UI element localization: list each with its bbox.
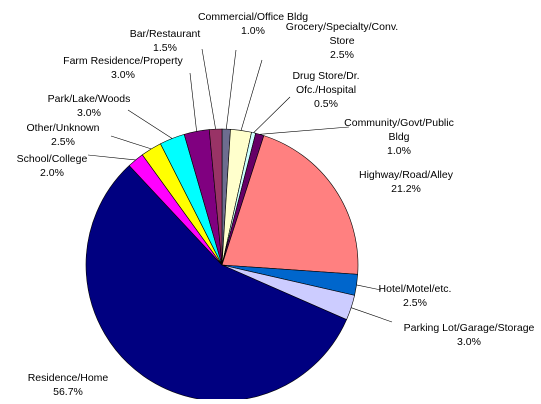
slice-label-line: Park/Lake/Woods	[48, 93, 131, 105]
slice-label: Hotel/Motel/etc. 2.5%	[379, 283, 452, 309]
slice-label-line: 0.5%	[314, 98, 338, 110]
slice-label: Farm Residence/Property 3.0%	[63, 55, 183, 81]
leader-line	[189, 72, 197, 132]
slice-label-line: 3.0%	[111, 69, 135, 81]
pie-slice	[85, 165, 347, 402]
leader-line	[127, 109, 173, 139]
slice-label: Park/Lake/Woods 3.0%	[48, 93, 131, 119]
slice-label: School/College 2.0%	[17, 153, 88, 179]
pie-slice	[221, 135, 359, 275]
leader-line	[351, 307, 393, 323]
slice-label: Drug Store/Dr. Ofc./Hospital 0.5%	[292, 70, 359, 110]
slice-label-line: 1.0%	[387, 145, 411, 157]
leader-line	[240, 59, 263, 131]
slice-label: Grocery/Specialty/Conv. Store 2.5%	[286, 21, 398, 61]
slice-label-line: Residence/Home	[28, 372, 109, 384]
slice-label-line: 3.0%	[457, 336, 481, 348]
slice-label-line: 56.7%	[53, 386, 83, 398]
leader-lines-layer	[87, 48, 393, 323]
slice-label: Residence/Home 56.7%	[28, 372, 109, 398]
labels-layer: Commercial/Office Bldg 1.0% Grocery/Specia…	[17, 11, 535, 398]
slice-label-line: Community/Govt/Public	[344, 117, 454, 129]
slice-label-line: 1.5%	[153, 42, 177, 54]
slice-label-line: 2.0%	[40, 167, 64, 179]
leader-line	[225, 49, 237, 130]
leader-line	[87, 154, 136, 161]
slices-layer	[85, 128, 359, 402]
slice-label-line: 21.2%	[391, 183, 421, 195]
slice-label-line: 3.0%	[77, 107, 101, 119]
slice-label: Highway/Road/Alley 21.2%	[359, 169, 454, 195]
leader-line	[201, 48, 216, 130]
slice-label-line: Grocery/Specialty/Conv.	[286, 21, 398, 33]
slice-label-line: Parking Lot/Garage/Storage	[404, 322, 535, 334]
slice-label: Other/Unknown 2.5%	[27, 122, 100, 148]
slice-label: Bar/Restaurant 1.5%	[130, 28, 201, 54]
slice-label-line: Drug Store/Dr.	[292, 70, 359, 82]
slice-label-line: Bar/Restaurant	[130, 28, 201, 40]
slice-label-line: Farm Residence/Property	[63, 55, 183, 67]
slice-label-line: Bldg	[388, 131, 409, 143]
slice-label-line: Commercial/Office Bldg	[198, 11, 308, 23]
slice-label-line: Store	[329, 35, 354, 47]
slice-label-line: Ofc./Hospital	[296, 84, 356, 96]
leader-line	[110, 135, 152, 150]
slice-label-line: Highway/Road/Alley	[359, 169, 454, 181]
pie-slice	[208, 128, 223, 266]
leader-line	[253, 96, 291, 133]
slice-label: Commercial/Office Bldg 1.0%	[198, 11, 308, 37]
slice-label-line: School/College	[17, 153, 88, 165]
slice-label-line: Hotel/Motel/etc.	[379, 283, 452, 295]
slice-label-line: 2.5%	[51, 136, 75, 148]
leader-line	[356, 284, 382, 291]
slice-label-line: 1.0%	[241, 25, 265, 37]
slice-label-line: Other/Unknown	[27, 122, 100, 134]
slice-label-line: 2.5%	[403, 297, 427, 309]
slice-label: Community/Govt/Public Bldg 1.0%	[344, 117, 454, 157]
slice-label-line: 2.5%	[330, 49, 354, 61]
slice-label: Parking Lot/Garage/Storage 3.0%	[404, 322, 535, 348]
leader-line	[259, 126, 350, 135]
